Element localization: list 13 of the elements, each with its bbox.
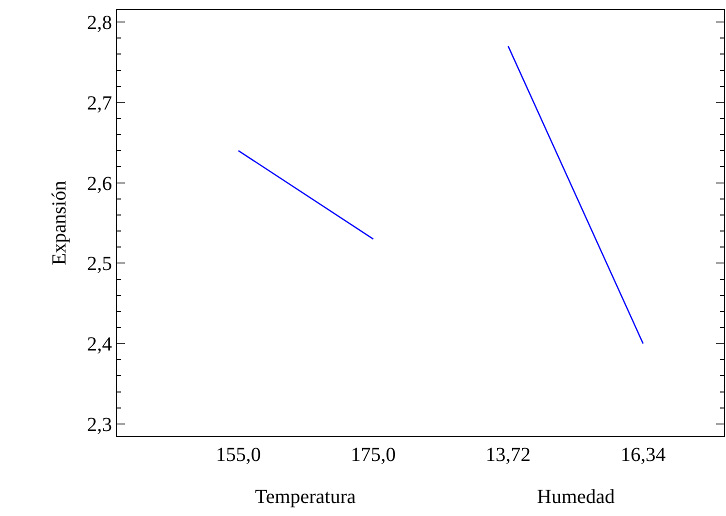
text: Temperatura (255, 486, 356, 508)
y-tick-label: 2,3 (87, 414, 112, 436)
y-tick-label: 2,8 (87, 12, 112, 34)
x-tick-label: 16,34 (620, 444, 666, 466)
y-tick-label: 2,4 (87, 334, 112, 356)
x-tick-label: 175,0 (350, 444, 396, 466)
y-tick-label: 2,7 (87, 92, 112, 114)
y-axis-title: Expansión (48, 180, 70, 266)
y-tick-label: 2,5 (87, 253, 112, 276)
x-tick-label: 155,0 (216, 444, 261, 466)
x-tick-label: 13,72 (486, 444, 531, 466)
y-tick-label: 2,6 (87, 172, 112, 195)
text: Humedad (537, 486, 615, 508)
